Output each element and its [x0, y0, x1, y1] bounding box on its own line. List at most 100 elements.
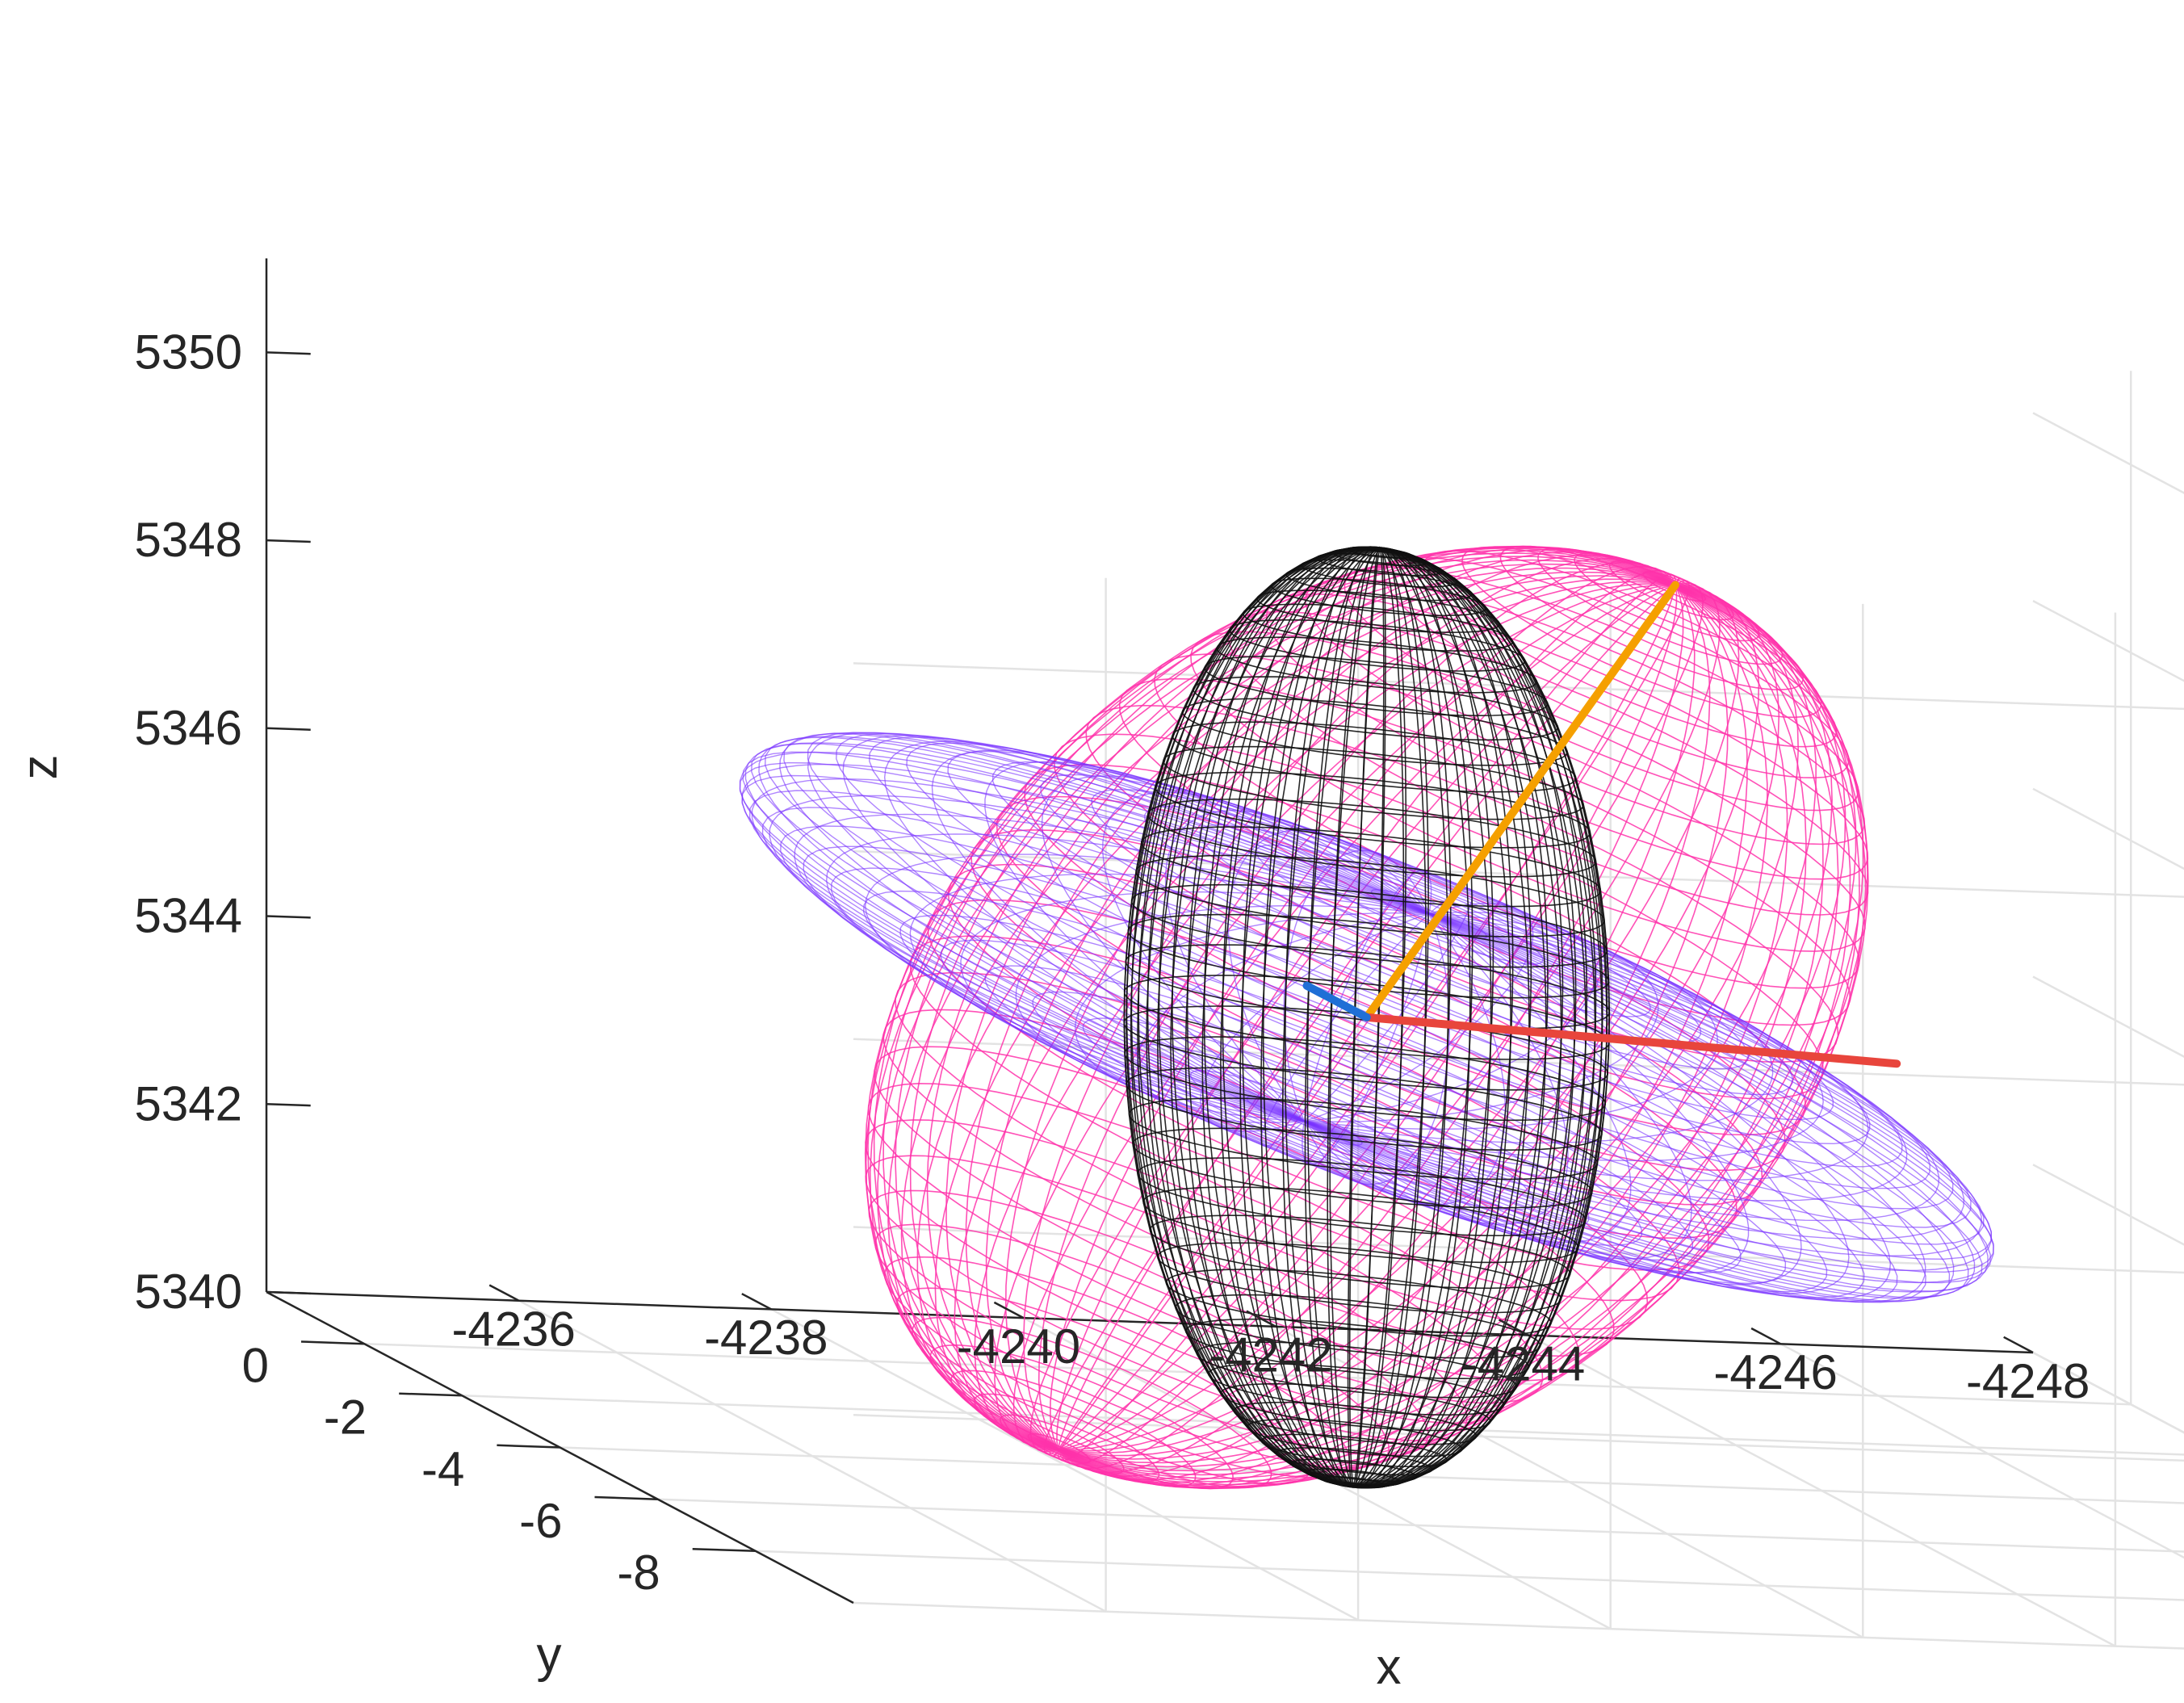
- principal-axis-vector: [1362, 1013, 1901, 1068]
- wireframe-meridian: [1304, 547, 1381, 1488]
- x-tick-label: -4248: [1966, 1354, 2090, 1408]
- x-tick-label: -4240: [957, 1319, 1080, 1374]
- wireframe-meridian: [909, 545, 1676, 1450]
- wireframe-meridian: [1353, 547, 1577, 1487]
- wireframe-meridian: [1303, 912, 1569, 1225]
- wireframe-meridian: [1282, 547, 1381, 1487]
- wireframe-meridian: [1327, 547, 1381, 1488]
- wireframe-meridian: [1220, 547, 1381, 1487]
- wireframe-meridian: [1012, 584, 1676, 1451]
- wireframe-meridian: [794, 813, 1430, 1122]
- grid-line-y: [755, 1550, 2184, 1601]
- x-tick-label: -4244: [1461, 1336, 1585, 1391]
- grid-line-z: [2032, 1164, 2184, 1246]
- axes-box: [265, 258, 2034, 1604]
- grid-line-z: [2032, 975, 2184, 1058]
- y-tick: [594, 1495, 658, 1500]
- z-tick: [266, 539, 311, 543]
- tick-labels: 5340 5342 5344 5346 5348 5350 -8 -6 -4 -2 0 -4236 -4…: [135, 325, 2090, 1600]
- grid-line-z: [2032, 1351, 2184, 1434]
- wireframe-meridian: [1304, 912, 1869, 1181]
- wireframe-meridian: [873, 549, 1676, 1451]
- wireframe-meridian: [1353, 547, 1575, 1489]
- wireframe-meridian: [1304, 912, 1989, 1293]
- y-tick-label: -6: [519, 1494, 562, 1548]
- wireframe-meridian: [1057, 585, 1678, 1466]
- z-tick-label: 5346: [135, 701, 242, 755]
- wireframe-meridian: [1352, 547, 1452, 1487]
- principal-axis-vector: [1302, 981, 1371, 1021]
- wireframe-meridian: [1353, 547, 1549, 1487]
- wireframe-meridian: [1347, 548, 1381, 1489]
- wireframe-meridian: [864, 854, 1430, 1122]
- y-tick-label: 0: [242, 1339, 269, 1393]
- wireframe-meridian: [1352, 547, 1407, 1487]
- wireframe-meridian: [1170, 547, 1381, 1487]
- x-tick: [1750, 1327, 1781, 1345]
- y-tick: [692, 1547, 756, 1553]
- grid-line-z: [853, 662, 2184, 711]
- x-axis-line: [266, 1290, 2034, 1354]
- y-tick: [399, 1392, 463, 1397]
- wireframe-meridian: [825, 833, 1430, 1122]
- wireframe-meridian: [1353, 547, 1596, 1488]
- x-axis-label: x: [1377, 1639, 1402, 1695]
- z-tick: [266, 1103, 311, 1107]
- wireframe-meridian: [1041, 775, 1430, 1122]
- wireframe-meridian: [960, 891, 1430, 1122]
- wireframe-meridian: [744, 742, 1430, 1122]
- y-tick: [300, 1340, 365, 1345]
- wireframe-meridian: [741, 763, 1430, 1122]
- wireframe-meridian: [1303, 913, 1507, 1206]
- wireframe-meridian: [1353, 547, 1562, 1489]
- wireframe-meridian: [926, 545, 1676, 1450]
- z-tick: [266, 915, 311, 919]
- ellipsoid-black-wireframe: [1123, 546, 1611, 1489]
- wireframe-meridian: [1058, 584, 1817, 1457]
- grid-line-y: [560, 1446, 2184, 1504]
- x-tick: [1498, 1319, 1529, 1336]
- wireframe-meridian: [1304, 912, 1908, 1202]
- wireframe-meridian: [1058, 584, 1800, 1454]
- principal-axis-vectors: [1302, 581, 1901, 1068]
- wireframe-meridian: [1303, 912, 1850, 1294]
- x-tick-label: -4238: [704, 1311, 828, 1365]
- wireframe-meridian: [1184, 547, 1381, 1487]
- grid-line-y: [657, 1498, 2184, 1553]
- wireframe-meridian: [916, 578, 1676, 1451]
- wireframe-meridian: [1164, 809, 1430, 1122]
- wireframe-meridian: [1058, 583, 1721, 1451]
- wireframe-meridian: [1043, 584, 1676, 1455]
- wireframe-meridian: [1015, 904, 1430, 1122]
- wireframe-meridian: [1304, 912, 1659, 1122]
- z-tick-label: 5342: [135, 1076, 242, 1130]
- z-tick: [266, 727, 311, 731]
- wireframe-meridian: [1353, 547, 1564, 1487]
- wireframe-meridian: [1201, 547, 1381, 1487]
- grid-line-z: [853, 1601, 2184, 1650]
- wireframe-meridian: [1058, 584, 1824, 1490]
- wireframe-meridian: [1303, 887, 1473, 1122]
- wireframe-meridian: [1352, 547, 1429, 1487]
- wireframe-meridian: [887, 571, 1676, 1451]
- wireframe-meridian: [1352, 548, 1385, 1489]
- wireframe-meridian: [1058, 584, 1768, 1487]
- wireframe-meridian: [965, 548, 1676, 1450]
- grid-line-z: [2032, 412, 2184, 494]
- wireframe-meridian: [1353, 547, 1511, 1489]
- wireframe-meridian: [769, 795, 1430, 1122]
- tick-marks: [266, 351, 2034, 1553]
- wireframe-meridian: [1352, 547, 1449, 1489]
- wireframe-meridian: [1353, 547, 1608, 1488]
- x-tick: [1246, 1310, 1276, 1328]
- z-tick-label: 5350: [135, 325, 242, 379]
- ellipsoid-pink-wireframe: [864, 545, 1869, 1490]
- wireframe-meridian: [1353, 547, 1530, 1489]
- x-tick-label: -4242: [1209, 1328, 1332, 1382]
- wireframe-meridian: [1058, 584, 1839, 1489]
- y-tick-label: -2: [324, 1391, 367, 1445]
- wireframe-meridian: [779, 732, 1430, 1122]
- wireframe-meridian: [1227, 829, 1430, 1122]
- wireframe-meridian: [1304, 912, 1955, 1302]
- x-tick: [993, 1301, 1025, 1319]
